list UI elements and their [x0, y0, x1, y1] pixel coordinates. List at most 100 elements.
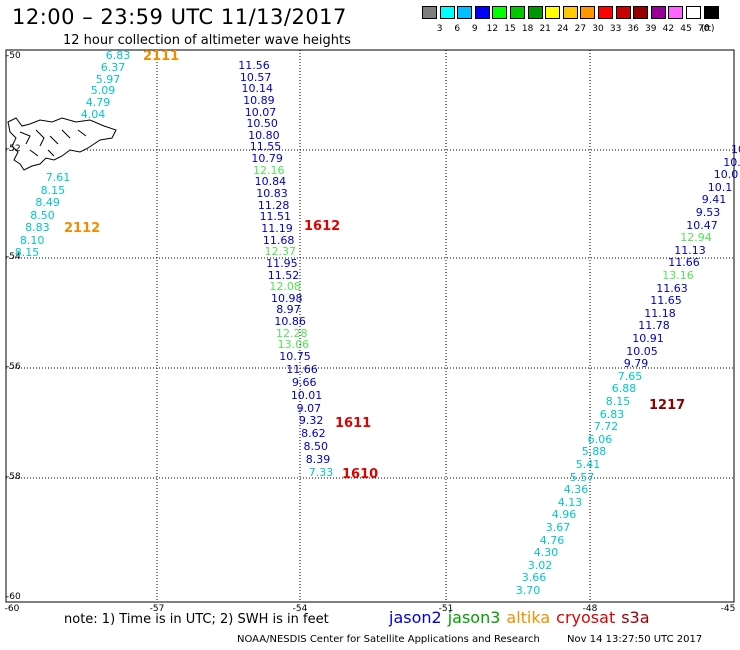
wave-height-value: 11.18: [644, 306, 676, 320]
legend-swatch: [686, 6, 701, 19]
legend-swatch: [457, 6, 473, 19]
wave-height-value: 3.70: [515, 584, 541, 597]
wave-height-value: 10.89: [243, 93, 275, 107]
wave-height-value: 3.66: [521, 571, 547, 585]
wave-height-value: 10.91: [632, 332, 664, 345]
wave-height-value: 6.37: [100, 60, 126, 74]
legend-swatch: [527, 6, 543, 19]
wave-height-value: 9.79: [623, 357, 649, 371]
wave-height-value: 11.66: [668, 256, 700, 270]
wave-height-value: 4.04: [80, 108, 106, 121]
legend-label: 24: [557, 24, 569, 34]
wave-height-value: 10.83: [256, 187, 288, 201]
wave-height-value: 10.07: [244, 105, 277, 119]
lat-label: -50: [6, 51, 21, 61]
legend-label: 33: [609, 24, 622, 34]
lat-label: -60: [6, 592, 21, 602]
wave-height-value: 6.06: [587, 432, 613, 446]
falkland-islands-inlets: [19, 129, 87, 157]
wave-height-value: 6.88: [611, 382, 637, 396]
wave-height-value: 11.52: [267, 268, 300, 282]
lon-label: -54: [292, 604, 308, 614]
wave-height-value: 10.1: [707, 180, 733, 194]
wave-height-value: 4.13: [557, 495, 583, 509]
legend-swatch: [562, 6, 578, 19]
legend-label: 21: [539, 24, 551, 34]
wave-height-value: 4.79: [85, 96, 111, 110]
wave-height-value: 4.30: [533, 546, 559, 560]
wave-height-value: 11.51: [259, 210, 292, 224]
legend-label: 12: [486, 24, 499, 34]
track-id-label: 2112: [64, 221, 101, 236]
wave-height-value: 9.07: [296, 401, 322, 415]
wave-height-value: 10.80: [248, 128, 280, 142]
legend-swatch: [615, 6, 631, 19]
wave-height-value: 6.83: [599, 407, 625, 421]
page-subtitle: 12 hour collection of altimeter wave hei…: [63, 33, 351, 48]
legend-label: 18: [521, 24, 534, 34]
track-id-label: 2111: [143, 49, 180, 64]
legend-swatch: [474, 6, 490, 19]
lat-label: -56: [6, 362, 21, 372]
wave-height-value: 7.72: [593, 420, 619, 434]
legend-label: 15: [504, 24, 516, 34]
wave-height-value: 8.15: [14, 246, 40, 259]
lon-label: -60: [4, 604, 20, 614]
lat-label: -54: [6, 252, 21, 262]
wave-height-value: 8.15: [605, 395, 631, 408]
wave-height-value: 12.16: [253, 163, 285, 177]
legend-label: 70: [697, 24, 710, 34]
footer-timestamp: Nov 14 13:27:50 UTC 2017: [567, 634, 703, 645]
wave-height-value: 10.57: [239, 70, 272, 84]
wave-height-value: 3.02: [527, 558, 553, 572]
wave-height-value: 9.32: [298, 414, 324, 428]
wave-height-value: 7.65: [617, 369, 643, 383]
legend-swatch: [545, 6, 561, 19]
legend-swatch: [439, 6, 455, 19]
wave-height-value: 10.98: [271, 291, 303, 305]
wave-height-value: 8.97: [276, 303, 301, 317]
wave-height-value: 10.50: [246, 117, 278, 131]
wave-height-value: 11.28: [257, 198, 290, 212]
legend-swatch: [492, 6, 508, 19]
track-id-label: 1612: [304, 219, 341, 234]
wave-height-value: 8.10: [19, 233, 45, 247]
track-id-label: 1610: [342, 467, 379, 482]
legend-label: 42: [662, 24, 675, 34]
wave-height-value: 10: [731, 143, 740, 156]
wave-height-value: 10.84: [254, 175, 287, 189]
falkland-islands-coastline: [7, 117, 117, 171]
lon-label: -48: [582, 604, 598, 614]
satellite-legend: jason2 jason3 altika cryosat s3a: [389, 608, 656, 627]
wave-height-value: 8.39: [305, 453, 331, 466]
footer-agency: NOAA/NESDIS Center for Satellite Applica…: [237, 634, 540, 645]
legend-label: 9: [471, 24, 478, 34]
wave-height-value: 12.08: [269, 280, 301, 294]
wave-height-value: 8.62: [301, 427, 326, 441]
page-title: 12:00 – 23:59 UTC 11/13/2017: [12, 5, 347, 29]
wave-height-value: 10.05: [626, 344, 658, 358]
grid-lines: [6, 50, 734, 602]
wave-height-value: 4.96: [551, 508, 577, 522]
legend-label: 36: [627, 24, 639, 34]
wave-height-value: 12.37: [264, 245, 296, 259]
wave-height-value: 11.55: [249, 140, 282, 154]
wave-height-value: 5.57: [569, 470, 595, 484]
wave-height-value: 11.65: [650, 294, 682, 308]
wave-height-value: 4.36: [563, 483, 589, 497]
wave-height-value: 10.0: [713, 168, 739, 182]
wave-height-value: 5.09: [90, 84, 116, 98]
wave-height-value: 4.76: [539, 533, 565, 547]
wave-height-value: 9.66: [292, 375, 317, 389]
lat-label: -52: [6, 144, 21, 154]
legend-swatch: [703, 6, 719, 19]
wave-height-value: 13.16: [662, 269, 694, 282]
note-text: note: 1) Time is in UTC; 2) SWH is in fe…: [64, 612, 329, 627]
wave-height-value: 11.68: [262, 233, 295, 247]
wave-height-value: 12.28: [275, 326, 308, 340]
legend-label: 45: [680, 24, 692, 34]
legend-swatch: [650, 6, 666, 19]
wave-height-value: 8.50: [303, 440, 328, 454]
wave-height-value: 11.78: [638, 319, 670, 333]
satellite-name: altika: [506, 608, 551, 627]
